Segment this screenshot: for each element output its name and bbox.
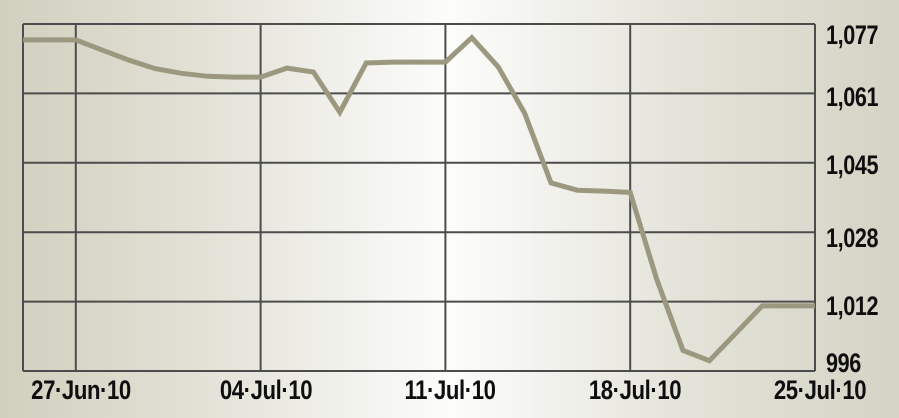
- y-tick-label: 1,028: [826, 222, 879, 253]
- x-tick-label: 27·Jun·10: [30, 375, 131, 405]
- y-tick-label: 1,077: [826, 20, 879, 50]
- price-series-line: [23, 34, 815, 364]
- x-tick-label: 25·Jul·10: [773, 375, 867, 405]
- y-tick-label: 1,061: [826, 81, 879, 112]
- x-tick-label: 04·Jul·10: [219, 375, 312, 405]
- x-tick-label: 11·Jul·10: [404, 375, 496, 405]
- x-tick-label: 18·Jul·10: [589, 375, 682, 405]
- y-tick-label: 1,045: [826, 150, 879, 181]
- y-tick-label: 1,012: [826, 291, 879, 322]
- y-tick-label: 996: [826, 348, 861, 378]
